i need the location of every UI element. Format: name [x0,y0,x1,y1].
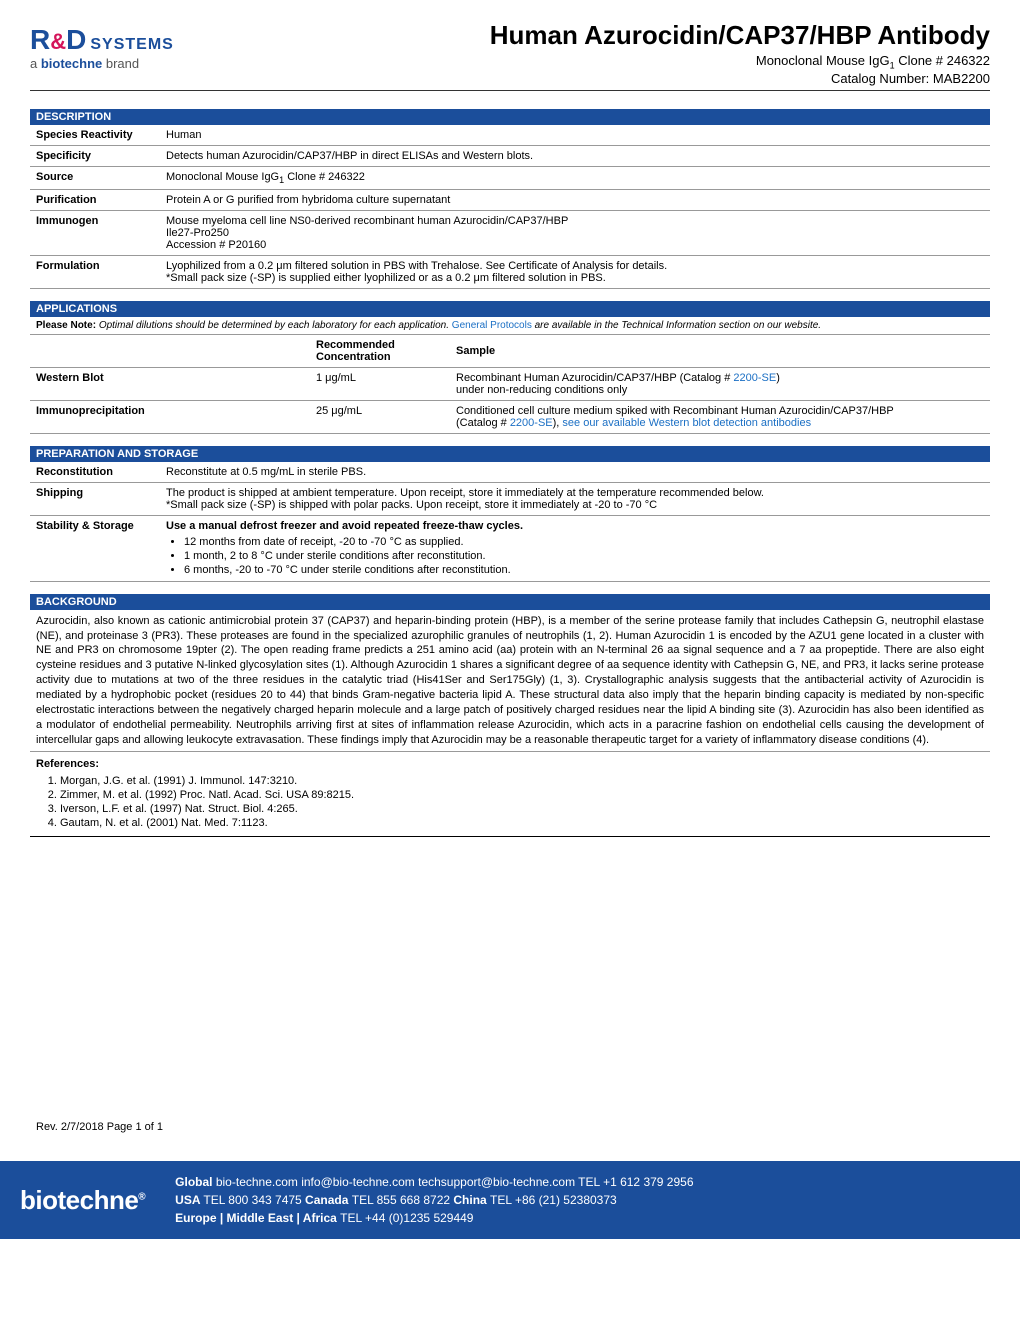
logo-r: R [30,24,50,56]
table-row: PurificationProtein A or G purified from… [30,189,990,210]
logo-systems: SYSTEMS [90,36,173,54]
logo-amp: & [50,29,66,55]
catalog-link[interactable]: 2200-SE [733,372,776,384]
reference-item: Zimmer, M. et al. (1992) Proc. Natl. Aca… [60,788,984,802]
references: References: Morgan, J.G. et al. (1991) J… [30,752,990,837]
preparation-header: PREPARATION AND STORAGE [30,446,990,462]
footer-bar: biotechne® Global bio-techne.com info@bi… [0,1161,1020,1239]
description-table: Species ReactivityHuman SpecificityDetec… [30,125,990,289]
reference-item: Iverson, L.F. et al. (1997) Nat. Struct.… [60,802,984,816]
table-row: SourceMonoclonal Mouse IgG1 Clone # 2463… [30,166,990,189]
background-text: Azurocidin, also known as cationic antim… [30,610,990,753]
references-title: References: [36,758,984,770]
biotechne-logo: biotechne® [20,1185,145,1216]
logo-d: D [66,24,86,56]
background-header: BACKGROUND [30,594,990,610]
table-row: FormulationLyophilized from a 0.2 μm fil… [30,255,990,288]
reference-item: Gautam, N. et al. (2001) Nat. Med. 7:112… [60,816,984,830]
table-header-row: Recommended Concentration Sample [30,335,990,368]
applications-table: Recommended Concentration Sample Western… [30,335,990,434]
catalog-link[interactable]: 2200-SE [510,417,553,429]
header-right: Human Azurocidin/CAP37/HBP Antibody Mono… [490,20,990,86]
page-title: Human Azurocidin/CAP37/HBP Antibody [490,20,990,51]
general-protocols-link[interactable]: General Protocols [452,320,532,331]
table-row: ShippingThe product is shipped at ambien… [30,482,990,515]
table-row: Immunoprecipitation 25 μg/mL Conditioned… [30,400,990,433]
logo-tagline: a biotechne brand [30,56,174,71]
reference-item: Morgan, J.G. et al. (1991) J. Immunol. 1… [60,774,984,788]
stability-list: 12 months from date of receipt, -20 to -… [184,535,984,577]
table-row: Species ReactivityHuman [30,125,990,146]
description-header: DESCRIPTION [30,109,990,125]
table-row: Western Blot 1 μg/mL Recombinant Human A… [30,367,990,400]
table-row: Stability & Storage Use a manual defrost… [30,515,990,581]
list-item: 1 month, 2 to 8 °C under sterile conditi… [184,549,984,563]
list-item: 6 months, -20 to -70 °C under sterile co… [184,563,984,577]
table-row: SpecificityDetects human Azurocidin/CAP3… [30,145,990,166]
preparation-table: ReconstitutionReconstitute at 0.5 mg/mL … [30,462,990,582]
applications-note: Please Note: Optimal dilutions should be… [30,317,990,335]
applications-header: APPLICATIONS [30,301,990,317]
catalog-number: Catalog Number: MAB2200 [490,71,990,86]
subtitle: Monoclonal Mouse IgG1 Clone # 246322 [490,53,990,71]
list-item: 12 months from date of receipt, -20 to -… [184,535,984,549]
rnd-logo: R&D SYSTEMS a biotechne brand [30,20,174,71]
table-row: ImmunogenMouse myeloma cell line NS0-der… [30,210,990,255]
page-header: R&D SYSTEMS a biotechne brand Human Azur… [30,20,990,91]
western-blot-link[interactable]: see our available Western blot detection… [562,417,811,429]
revision-footer: Rev. 2/7/2018 Page 1 of 1 [30,1117,990,1137]
table-row: ReconstitutionReconstitute at 0.5 mg/mL … [30,462,990,483]
footer-contact: Global bio-techne.com info@bio-techne.co… [175,1173,693,1227]
